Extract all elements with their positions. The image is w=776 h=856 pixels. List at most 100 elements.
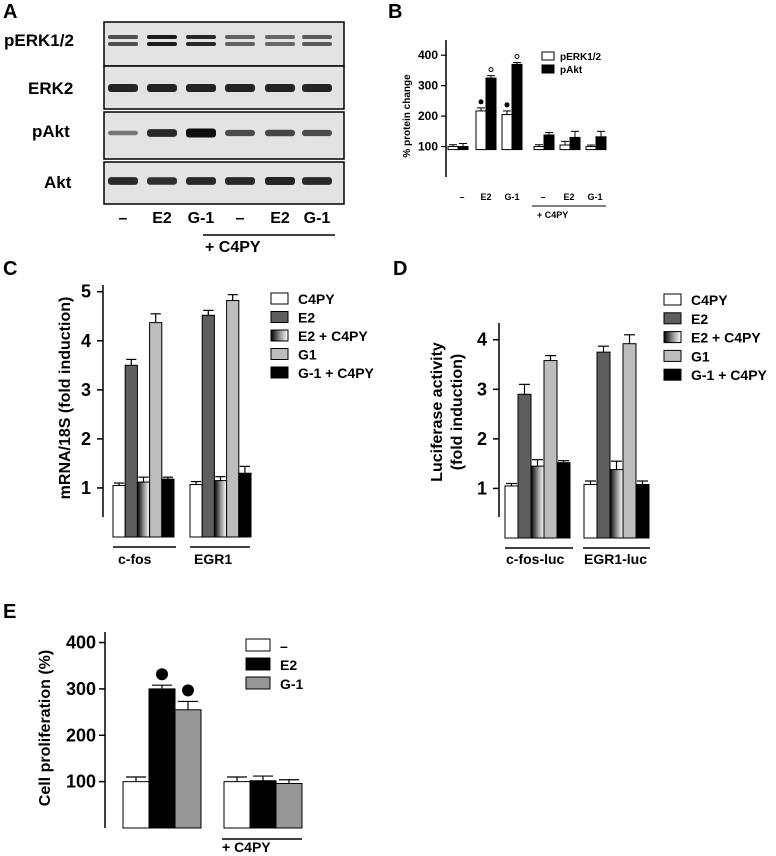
blot-labels: pERK1/2 ERK2 pAkt Akt xyxy=(4,31,74,192)
tick-label: 3 xyxy=(477,379,487,399)
bar xyxy=(569,136,581,151)
blot-band xyxy=(147,83,177,93)
panel-b-bars xyxy=(447,54,607,151)
blot-band xyxy=(302,177,332,185)
bar xyxy=(609,469,624,539)
tick-label: 100 xyxy=(418,140,438,154)
bar xyxy=(136,481,151,538)
lane-label: E2 xyxy=(270,210,290,227)
bar xyxy=(596,351,611,539)
legend-swatch xyxy=(270,329,289,342)
panel-c-ticks: 1 2 3 4 5 xyxy=(81,282,103,498)
blot-band xyxy=(186,177,216,185)
legend-label: – xyxy=(280,638,288,654)
bar xyxy=(149,322,163,538)
bar xyxy=(475,110,487,151)
blot-band xyxy=(186,42,216,46)
blot-band xyxy=(147,42,177,46)
blot-band xyxy=(265,35,295,39)
significance-dot xyxy=(488,67,494,73)
c4py-bracket-label-a: + C4PY xyxy=(205,239,261,256)
significance-dot xyxy=(478,99,484,105)
blot-band xyxy=(108,35,138,39)
tick-label: 200 xyxy=(66,725,96,745)
panel-b: B % protein change 100 200 300 400 – E2 G-1 – E… xyxy=(388,1,607,220)
lane-labels: – E2 G-1 – E2 G-1 xyxy=(119,210,331,227)
legend-label: G1 xyxy=(298,347,317,363)
blot-band xyxy=(147,35,177,39)
legend-swatch xyxy=(245,657,271,671)
panel-a: A pERK1/2 ERK2 pAkt Akt – E2 G-1 – E2 G-1 + C… xyxy=(3,1,345,256)
bar xyxy=(223,781,251,829)
bar xyxy=(189,484,203,538)
blot-label-perk: pERK1/2 xyxy=(4,31,74,50)
panel-c-ylabel: mRNA/18S (fold induction) xyxy=(57,297,74,500)
legend-swatch xyxy=(270,292,289,305)
blot-band xyxy=(225,35,255,39)
bar xyxy=(556,462,571,539)
panel-c-group-cfos: c-fos xyxy=(118,551,152,567)
blot-band xyxy=(186,35,216,39)
bar xyxy=(122,781,150,829)
category-label: G-1 xyxy=(504,192,519,202)
legend-label: G-1 + C4PY xyxy=(691,367,768,383)
panel-e-bars xyxy=(122,668,303,829)
legend-label-pakt: pAkt xyxy=(560,65,583,76)
bar xyxy=(517,393,532,539)
bar xyxy=(201,314,215,538)
significance-dot xyxy=(504,102,510,108)
tick-label: 100 xyxy=(66,772,96,792)
category-label: – xyxy=(459,192,464,202)
legend-swatch-perk xyxy=(541,51,555,61)
blot-label-akt: Akt xyxy=(44,173,72,192)
legend-label: G-1 xyxy=(280,676,304,692)
bar xyxy=(533,146,545,151)
tick-label: 4 xyxy=(81,331,91,351)
panel-c-legend: C4PY E2 E2 + C4PY G1 G-1 + C4PY xyxy=(270,291,375,381)
bar xyxy=(174,709,202,829)
significance-dot xyxy=(182,684,194,697)
panel-d-bars xyxy=(504,334,650,539)
panel-d-group-cfos: c-fos-luc xyxy=(506,551,565,567)
panel-d: D Luciferase activity (fold induction) 1… xyxy=(393,258,768,567)
legend-label: E2 xyxy=(280,657,297,673)
bar xyxy=(543,134,555,151)
tick-label: 200 xyxy=(418,109,438,123)
legend-swatch xyxy=(245,676,271,690)
panel-c-bars xyxy=(112,294,252,538)
bar xyxy=(635,483,650,539)
legend-swatch xyxy=(245,638,271,652)
panel-b-ticks: 100 200 300 400 xyxy=(418,48,446,154)
bar xyxy=(148,688,176,829)
bar xyxy=(226,300,240,538)
blot-band xyxy=(147,129,177,137)
legend-label: G-1 + C4PY xyxy=(298,365,375,381)
panel-e-ylabel: Cell proliferation (%) xyxy=(37,650,54,806)
lane-label: E2 xyxy=(152,210,172,227)
legend-label: E2 + C4PY xyxy=(691,330,761,346)
panel-d-ylabel-line1: Luciferase activity xyxy=(429,342,446,482)
blot-band xyxy=(225,42,255,46)
blot-band xyxy=(302,129,332,137)
bar xyxy=(583,483,598,539)
panel-d-label: D xyxy=(393,258,407,280)
panel-e-label: E xyxy=(3,601,16,623)
blot-band xyxy=(265,83,295,93)
blot-band xyxy=(108,177,138,185)
bar xyxy=(457,146,469,151)
panel-b-ylabel: % protein change xyxy=(402,74,413,158)
bar xyxy=(213,480,228,538)
tick-label: 2 xyxy=(477,429,487,449)
tick-label: 300 xyxy=(418,79,438,93)
panel-e-legend: – E2 G-1 xyxy=(245,638,304,692)
tick-label: 4 xyxy=(477,330,487,350)
tick-label: 3 xyxy=(81,380,91,400)
legend-label-perk: pERK1/2 xyxy=(560,52,602,63)
legend-label: E2 xyxy=(298,310,315,326)
bar xyxy=(275,782,303,829)
legend-swatch-pakt xyxy=(541,64,555,74)
significance-dot xyxy=(514,54,520,60)
blot-band xyxy=(108,42,138,46)
